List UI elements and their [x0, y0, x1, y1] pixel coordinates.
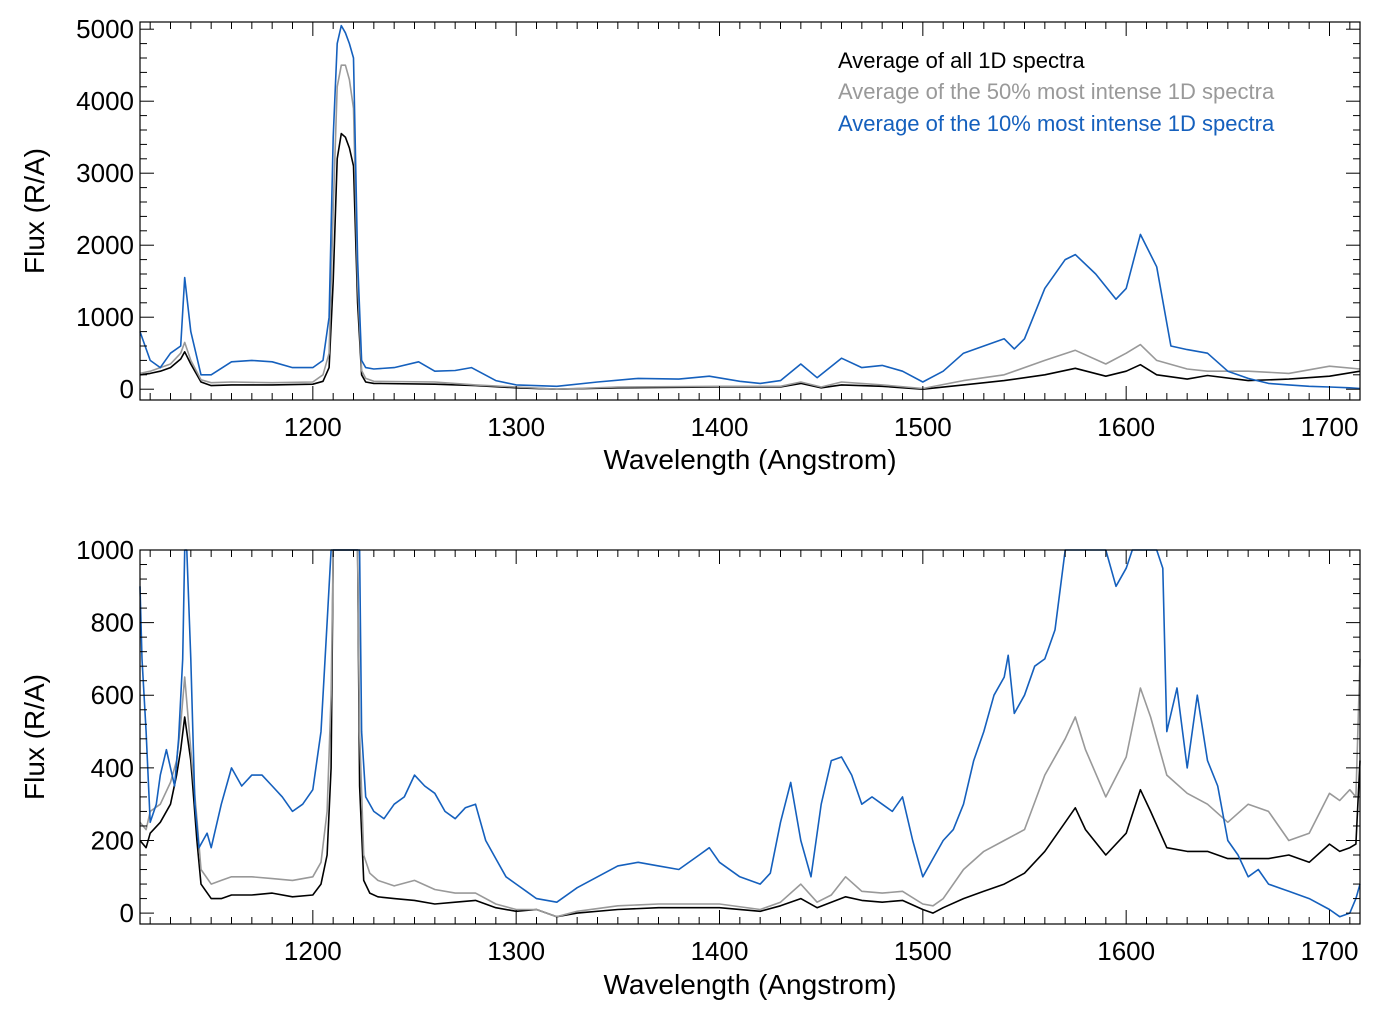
top-x-tick-label: 1400: [691, 412, 749, 442]
bottom-panel: 1200 1300 1400 1500 1600 1700 0 200 400 600 800 100…: [19, 535, 1361, 1000]
top-x-tick-label: 1700: [1301, 412, 1359, 442]
legend-entry-top50: Average of the 50% most intense 1D spect…: [838, 79, 1275, 104]
top-y-tick-label: 5000: [76, 14, 134, 44]
top-x-tick-label: 1600: [1097, 412, 1155, 442]
bottom-x-axis-label: Wavelength (Angstrom): [603, 969, 896, 1000]
bottom-x-tick-label: 1300: [487, 936, 545, 966]
legend-entry-all: Average of all 1D spectra: [838, 48, 1085, 73]
bottom-x-tick-label: 1500: [894, 936, 952, 966]
top-y-tick-label: 2000: [76, 230, 134, 260]
bottom-y-tick-label: 0: [120, 898, 134, 928]
bottom-y-tick-label: 200: [91, 825, 134, 855]
bottom-y-tick-label: 600: [91, 680, 134, 710]
top-y-axis-label: Flux (R/A): [19, 148, 50, 274]
top-panel: 1200 1300 1400 1500 1600 1700 0 1000 2000 3000 400…: [19, 14, 1361, 475]
bottom-x-tick-label: 1700: [1301, 936, 1359, 966]
bottom-x-tick-label: 1200: [284, 936, 342, 966]
top-x-axis-label: Wavelength (Angstrom): [603, 444, 896, 475]
top-plot-frame: [139, 21, 1361, 401]
top-y-tick-label: 1000: [76, 302, 134, 332]
bottom-series-top10: [139, 549, 1361, 918]
bottom-plot-series: [139, 549, 1361, 918]
bottom-series-top50: [139, 549, 1361, 918]
bottom-series-all: [139, 549, 1361, 918]
top-y-tick-label: 3000: [76, 158, 134, 188]
legend-entry-top10: Average of the 10% most intense 1D spect…: [838, 111, 1275, 136]
top-x-tick-label: 1200: [284, 412, 342, 442]
top-x-tick-label: 1500: [894, 412, 952, 442]
bottom-y-tick-label: 800: [91, 608, 134, 638]
bottom-x-tick-label: 1400: [691, 936, 749, 966]
top-series-top50: [139, 64, 1361, 390]
bottom-y-tick-label: 1000: [76, 535, 134, 565]
top-series-all: [139, 132, 1361, 390]
top-plot-series: [139, 24, 1361, 390]
top-y-tick-label: 0: [120, 374, 134, 404]
bottom-y-tick-label: 400: [91, 753, 134, 783]
top-axis-ticks: 1200 1300 1400 1500 1600 1700 0 1000 2000 3000 400…: [76, 14, 1360, 442]
bottom-x-tick-label: 1600: [1097, 936, 1155, 966]
bottom-plot-frame: [139, 549, 1361, 925]
legend: Average of all 1D spectra Average of the…: [838, 48, 1275, 136]
top-x-tick-label: 1300: [487, 412, 545, 442]
bottom-axis-ticks: 1200 1300 1400 1500 1600 1700 0 200 400 600 800 100…: [76, 535, 1360, 966]
top-series-top10: [139, 24, 1361, 390]
top-y-tick-label: 4000: [76, 86, 134, 116]
bottom-y-axis-label: Flux (R/A): [19, 674, 50, 800]
